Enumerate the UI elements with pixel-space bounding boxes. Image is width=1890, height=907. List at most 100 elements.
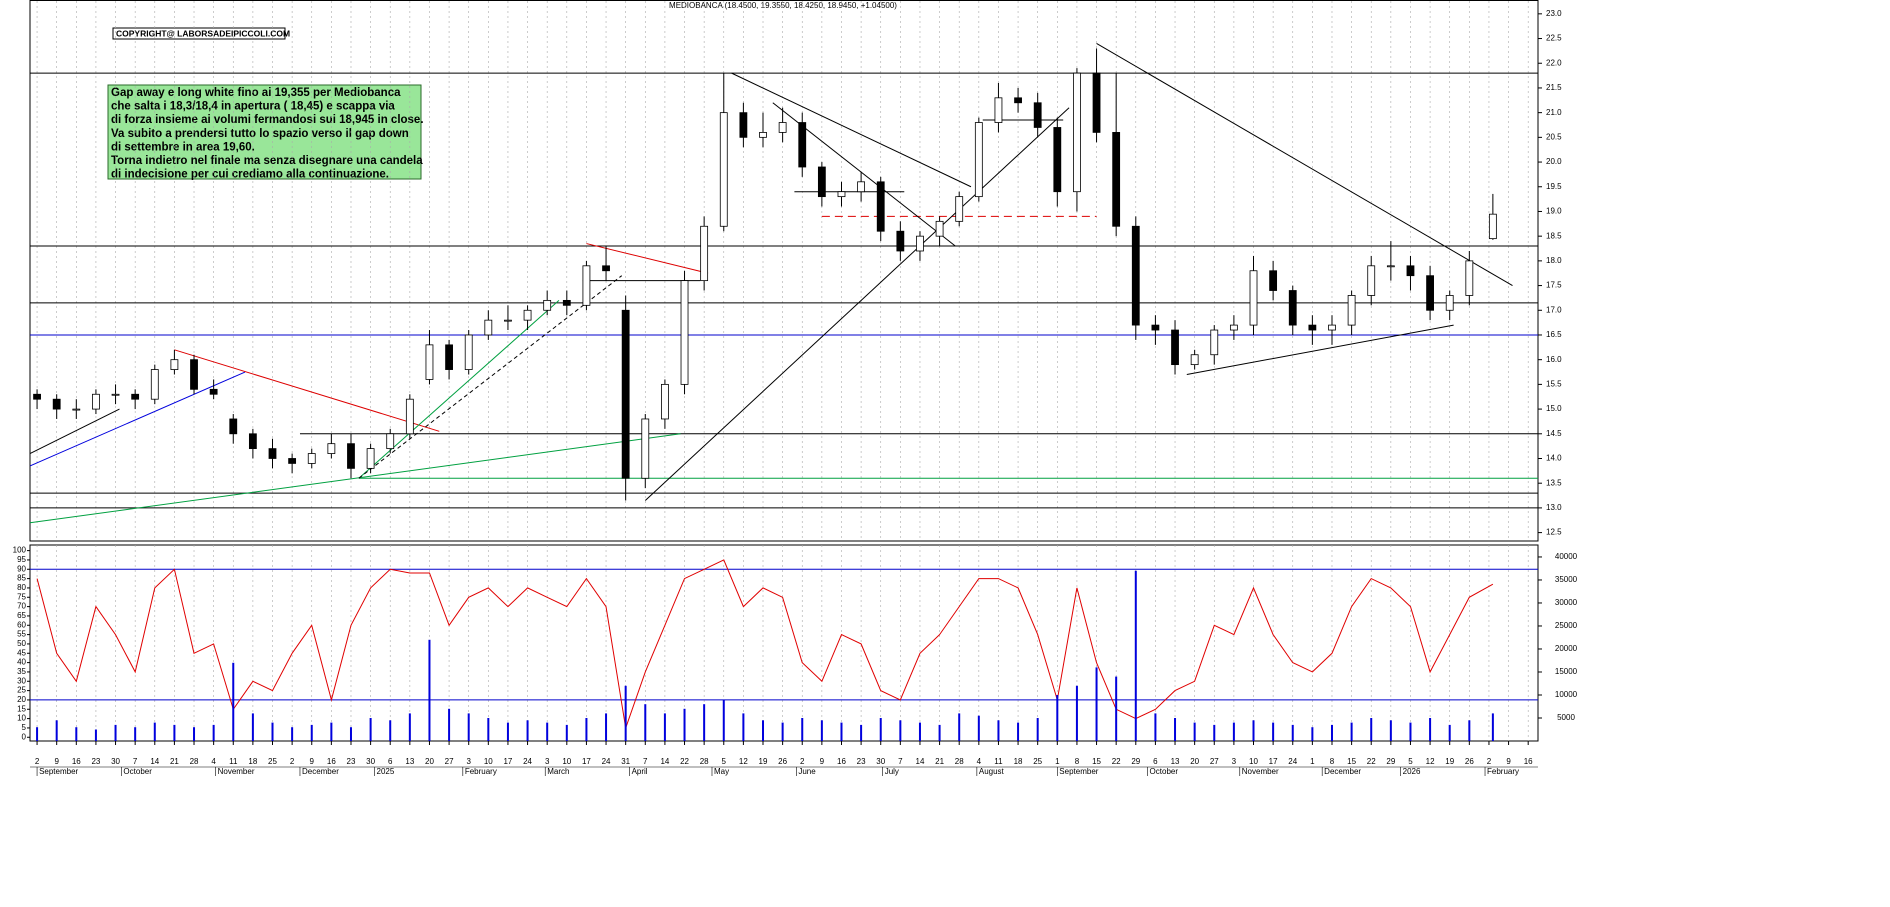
volume-bar [840,722,843,741]
candle-body [1131,225,1140,326]
volume-bar [1291,724,1294,741]
x-tick-label: 26 [1465,757,1474,766]
x-tick-label: 8 [1330,757,1335,766]
candle-body [386,433,395,450]
volume-bar [879,717,882,741]
trend-line [29,371,246,467]
candle-body [92,393,100,410]
candle-body [916,235,924,252]
volume-bar [899,720,902,741]
y-tick-label: 20.0 [1546,157,1562,166]
candle-body [1112,132,1121,227]
volume-bar [291,727,294,741]
volume-bar [1213,724,1216,741]
volume-bar [1252,720,1255,741]
candle-body [1367,265,1376,296]
copyright: COPYRIGHT@ LABORSADEIPICCOLI.COM [116,28,290,38]
candle-body [1053,127,1062,193]
volume-tick-label: 40000 [1555,552,1578,561]
x-tick-label: 10 [562,757,571,766]
volume-bar [820,720,823,741]
candle-body [778,122,787,133]
volume-bar [703,704,706,741]
x-tick-label: 17 [582,757,591,766]
volume-bar [977,715,980,741]
chart-title: MEDIOBANCA (18.4500, 19.3550, 18.4250, 1… [669,1,897,10]
candle-body [896,230,905,252]
volume-bar [722,699,725,741]
x-tick-label: 26 [778,757,787,766]
y-tick-label: 22.0 [1546,58,1562,67]
candle-body [602,265,610,272]
volume-bar [1056,694,1059,741]
x-tick-label: 16 [1524,757,1533,766]
volume-bar [644,704,647,741]
candle-body [111,393,120,396]
note-line: che salta i 18,3/18,4 in apertura ( 18,4… [111,101,395,113]
candle-body [523,309,532,321]
x-tick-label: 14 [660,757,669,766]
volume-bar [860,724,863,741]
volume-bar [467,713,470,741]
x-tick-label: 25 [1033,757,1042,766]
volume-bar [683,708,686,741]
x-tick-label: 11 [994,757,1003,766]
x-tick-label: 2 [35,757,40,766]
y-tick-label: 20.5 [1546,132,1562,141]
rsi-tick-label: 75 [17,592,26,601]
y-tick-label: 13.0 [1546,503,1562,512]
volume-bar [918,722,921,741]
x-tick-label: 14 [916,757,925,766]
trend-line [644,107,1070,501]
x-tick-label: 9 [820,757,825,766]
x-tick-label: 24 [602,757,611,766]
y-tick-label: 13.5 [1546,478,1562,487]
lower-panel [29,544,1539,742]
candle-body [543,299,552,311]
volume-bar [605,713,608,741]
volume-bar [663,713,666,741]
volume-bar [1448,724,1451,741]
y-tick-label: 15.0 [1546,404,1562,413]
candle-body [1190,354,1199,366]
x-tick-label: 18 [1014,757,1023,766]
volume-bar [1036,717,1039,741]
y-tick-label: 22.5 [1546,34,1562,43]
trend-line [29,408,120,454]
volume-bar [1429,717,1432,741]
rsi-tick-label: 5 [22,723,27,732]
volume-bar [801,717,804,741]
x-tick-label: 17 [1269,757,1278,766]
x-tick-label: 10 [484,757,493,766]
candle-body [1171,329,1179,366]
x-tick-label: 15 [1347,757,1356,766]
note-line: Torna indietro nel finale ma senza diseg… [111,155,423,167]
candle-body [131,393,140,400]
trend-line [174,349,440,432]
x-tick-label: 21 [935,757,944,766]
volume-bar [546,722,549,741]
x-tick-label: 23 [857,757,866,766]
candle-body [1014,97,1022,104]
candle-body [562,299,571,306]
rsi-tick-label: 30 [17,676,26,685]
month-label: February [1487,767,1519,776]
candle-body [1249,270,1258,326]
x-tick-label: 12 [739,757,748,766]
volume-tick-label: 15000 [1555,667,1578,676]
month-label: August [979,767,1005,776]
candle-body [1386,265,1395,268]
month-label: March [547,767,569,776]
x-tick-label: 2 [290,757,295,766]
rsi-tick-label: 20 [17,695,26,704]
x-tick-label: 7 [133,757,138,766]
candle-body [935,220,944,237]
x-tick-label: 28 [955,757,964,766]
volume-bar [1095,667,1098,741]
candle-body [739,112,748,138]
volume-bar [1389,720,1392,741]
candle-body [72,408,81,411]
volume-bar [526,720,529,741]
note-box [107,84,422,180]
note: Gap away e long white fino ai 19,355 per… [111,87,424,181]
